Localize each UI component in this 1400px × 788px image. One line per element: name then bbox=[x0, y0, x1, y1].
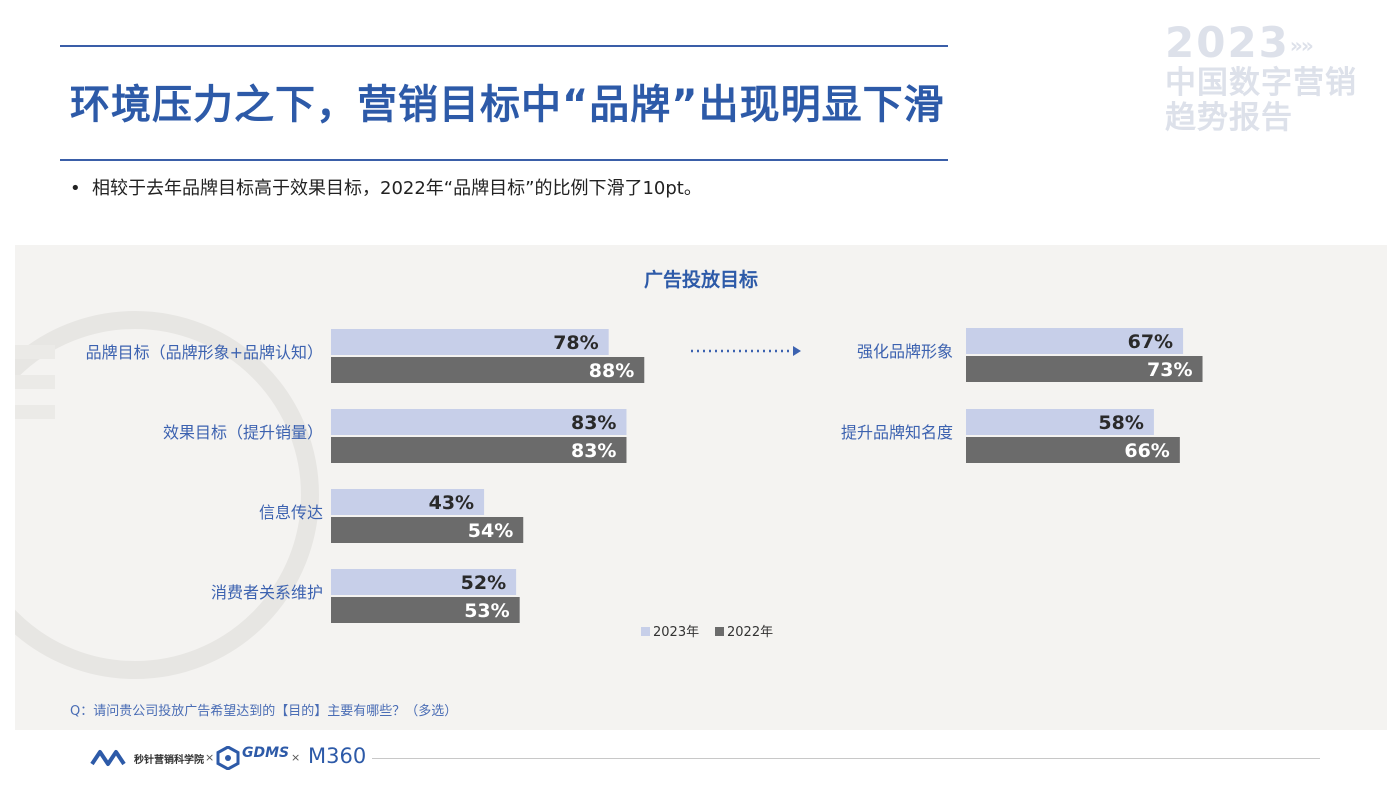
watermark-line2: 趋势报告 bbox=[1165, 100, 1293, 136]
legend-label: 2022年 bbox=[727, 625, 773, 640]
category-label: 强化品牌形象 bbox=[857, 342, 953, 361]
miaozhen-logo-icon bbox=[90, 750, 126, 766]
bar-2023 bbox=[966, 409, 1154, 435]
report-brand-watermark: 2023»» 中国数字营销 趋势报告 bbox=[1165, 22, 1357, 134]
gdms-logo-icon bbox=[216, 746, 240, 770]
category-label: 效果目标（提升销量） bbox=[163, 423, 323, 442]
logo-gdms: GDMS bbox=[242, 745, 290, 761]
summary-text: 相较于去年品牌目标高于效果目标，2022年“品牌目标”的比例下滑了10pt。 bbox=[92, 178, 702, 199]
watermark-line1: 中国数字营销 bbox=[1165, 65, 1357, 101]
logo-m360: M360 bbox=[308, 744, 367, 768]
category-label: 提升品牌知名度 bbox=[841, 423, 953, 442]
category-label: 消费者关系维护 bbox=[211, 583, 323, 602]
bar-value-label: 66% bbox=[1124, 440, 1169, 462]
bar-2022 bbox=[331, 357, 645, 383]
watermark-arrows: »» bbox=[1289, 33, 1314, 58]
bar-value-label: 58% bbox=[1098, 412, 1143, 434]
bar-value-label: 54% bbox=[468, 520, 513, 542]
bar-value-label: 73% bbox=[1147, 359, 1192, 381]
bar-2022 bbox=[331, 597, 520, 623]
breakdown-arrow-head bbox=[793, 346, 801, 356]
bar-value-label: 53% bbox=[464, 600, 509, 622]
category-label: 信息传达 bbox=[259, 503, 323, 522]
bar-chart: 78% 88% 品牌目标（品牌形象+品牌认知） 83% 83% 效果目标（提升销量） 43%… bbox=[86, 328, 1203, 640]
bar-value-label: 88% bbox=[589, 360, 634, 382]
legend-label: 2023年 bbox=[653, 625, 699, 640]
logo-separator: × bbox=[291, 751, 301, 764]
chart-panel: 广告投放目标 78% 88% 品牌目标（品牌形象+品牌认知） 83% 83% 效果目标（提… bbox=[15, 245, 1387, 730]
bar-2022 bbox=[966, 356, 1203, 382]
title-top-rule bbox=[60, 45, 948, 47]
bar-2023 bbox=[331, 569, 517, 595]
survey-question: Q：请问贵公司投放广告希望达到的【目的】主要有哪些？（多选） bbox=[70, 704, 458, 719]
category-label: 品牌目标（品牌形象+品牌认知） bbox=[86, 343, 323, 362]
title-bottom-rule bbox=[60, 159, 948, 161]
legend-swatch-2022 bbox=[715, 627, 724, 636]
bar-value-label: 67% bbox=[1128, 331, 1173, 353]
summary-bullet: • 相较于去年品牌目标高于效果目标，2022年“品牌目标”的比例下滑了10pt。 bbox=[70, 174, 702, 200]
bullet-marker: • bbox=[70, 178, 81, 199]
bar-2023 bbox=[331, 329, 609, 355]
bar-2023 bbox=[331, 489, 485, 515]
bar-2022 bbox=[331, 517, 524, 543]
bar-value-label: 52% bbox=[461, 572, 506, 594]
bar-value-label: 83% bbox=[571, 412, 616, 434]
legend-swatch-2023 bbox=[641, 627, 650, 636]
logo-miaozhen: 秒针营销科学院 bbox=[134, 755, 204, 766]
page-title: 环境压力之下，营销目标中“品牌”出现明显下滑 bbox=[70, 82, 945, 128]
watermark-year: 2023 bbox=[1165, 18, 1290, 67]
bar-value-label: 78% bbox=[553, 332, 598, 354]
bar-2022 bbox=[966, 437, 1180, 463]
footer-rule bbox=[372, 758, 1320, 759]
bar-2023 bbox=[331, 409, 627, 435]
logo-separator: × bbox=[205, 751, 215, 764]
bar-value-label: 83% bbox=[571, 440, 616, 462]
bar-2023 bbox=[966, 328, 1184, 354]
bar-2022 bbox=[331, 437, 627, 463]
bar-value-label: 43% bbox=[429, 492, 474, 514]
chart-title: 广告投放目标 bbox=[643, 269, 758, 291]
